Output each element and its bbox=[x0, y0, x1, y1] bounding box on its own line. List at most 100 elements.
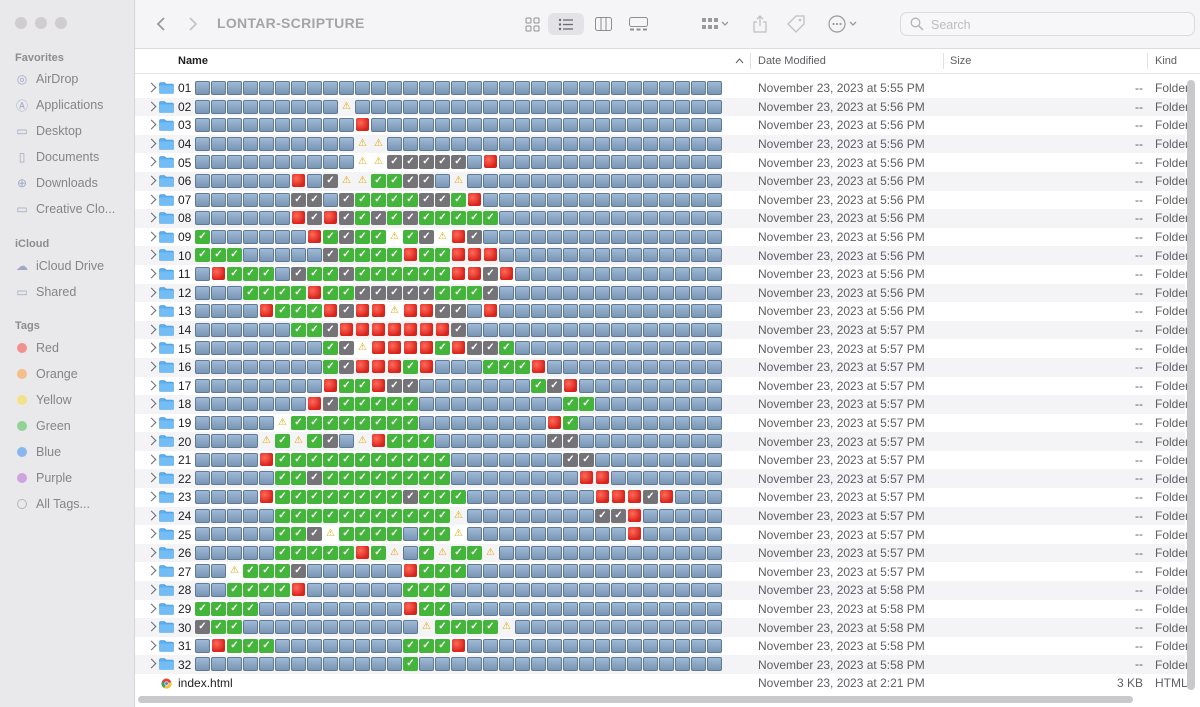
folder-row[interactable]: 27 ⚠ ✓ ✓ ✓ ✓ ✓ ✓ ✓ November 23, 2023 at 5:57 PM --… bbox=[135, 562, 1189, 581]
disclosure-triangle-icon[interactable] bbox=[146, 603, 157, 614]
folder-row[interactable]: 29 ✓ ✓ ✓ ✓ ✓ ✓ November 23, 2023 at 5:58 PM -- Fo… bbox=[135, 600, 1189, 619]
sidebar-item-creative-clo[interactable]: ▭ Creative Clo... bbox=[15, 198, 133, 220]
disclosure-triangle-icon[interactable] bbox=[146, 361, 157, 372]
folder-row[interactable]: 23 ✓ ✓ ✓ ✓ ✓ ✓ ✓ ✓ ✓ ✓ ✓ ✓ ✓ November 23, 2023 at 5:57… bbox=[135, 488, 1189, 507]
folder-row[interactable]: 05 ⚠ ⚠ ✓ ✓ ✓ ✓ ✓ November 23, 2023 at 5:56 PM -- F… bbox=[135, 153, 1189, 172]
disclosure-triangle-icon[interactable] bbox=[146, 547, 157, 558]
disclosure-triangle-icon[interactable] bbox=[146, 82, 157, 93]
sidebar-item-documents[interactable]: ▯ Documents bbox=[15, 146, 133, 168]
folder-row[interactable]: 14 ✓ ✓ ✓ ✓ November 23, 2023 at 5:57 PM -- Fold… bbox=[135, 320, 1189, 340]
folder-row[interactable]: 21 ✓ ✓ ✓ ✓ ✓ ✓ ✓ ✓ ✓ ✓ ✓ ✓ ✓ November 23, 2023 at 5:57… bbox=[135, 451, 1189, 470]
folder-row[interactable]: 31 ✓ ✓ ✓ ✓ ✓ ✓ November 23, 2023 at 5:58 PM -- Fo… bbox=[135, 637, 1189, 656]
folder-row[interactable]: 26 ✓ ✓ ✓ ✓ ✓ ✓ ⚠ ✓ ⚠ ✓ ✓ ⚠ November 23, 2023 at 5:57 … bbox=[135, 543, 1189, 563]
disclosure-triangle-icon[interactable] bbox=[146, 491, 157, 502]
minimize-button[interactable] bbox=[35, 17, 47, 29]
sidebar-item-desktop[interactable]: ▭ Desktop bbox=[15, 120, 133, 142]
folder-row[interactable]: 24 ✓ ✓ ✓ ✓ ✓ ✓ ✓ ✓ ✓ ✓ ✓ ⚠ ✓ ✓ November 23, 2023 at 5:5… bbox=[135, 506, 1189, 526]
folder-row[interactable]: 02 ⚠ November 23, 2023 at 5:56 PM -- Folder bbox=[135, 97, 1189, 117]
disclosure-triangle-icon[interactable] bbox=[146, 324, 157, 335]
sidebar-tag-purple[interactable]: Purple bbox=[15, 467, 133, 489]
folder-row[interactable]: 18 ✓ ✓ ✓ ✓ ✓ ✓ ✓ ✓ November 23, 2023 at 5:57 PM --… bbox=[135, 395, 1189, 414]
disclosure-triangle-icon[interactable] bbox=[146, 268, 157, 279]
folder-row[interactable]: 30 ✓ ✓ ✓ ⚠ ✓ ✓ ✓ ✓ ⚠ November 23, 2023 at 5:58 PM -… bbox=[135, 618, 1189, 637]
group-by-button[interactable] bbox=[697, 13, 733, 35]
sidebar-tag-green[interactable]: Green bbox=[15, 415, 133, 437]
disclosure-triangle-icon[interactable] bbox=[146, 342, 157, 353]
disclosure-triangle-icon[interactable] bbox=[146, 101, 157, 112]
gallery-view-button[interactable] bbox=[625, 13, 651, 35]
disclosure-triangle-icon[interactable] bbox=[146, 473, 157, 483]
folder-row[interactable]: 25 ✓ ✓ ✓ ⚠ ✓ ✓ ✓ ✓ ✓ ✓ ⚠ November 23, 2023 at 5:57 P… bbox=[135, 525, 1189, 544]
folder-row[interactable]: 16 ✓ ✓ ✓ ✓ ✓ ✓ November 23, 2023 at 5:57 PM -- Fo… bbox=[135, 357, 1189, 377]
folder-row[interactable]: 10 ✓ ✓ ✓ ✓ ✓ ✓ ✓ ✓ ✓ ✓ November 23, 2023 at 5:56 PM… bbox=[135, 246, 1189, 265]
column-view-button[interactable] bbox=[591, 13, 615, 35]
disclosure-triangle-icon[interactable] bbox=[146, 175, 157, 186]
column-name[interactable]: Name bbox=[178, 55, 208, 67]
folder-row[interactable]: 22 ✓ ✓ ✓ ✓ ✓ ✓ ✓ ✓ ✓ ✓ ✓ November 23, 2023 at 5:57 P… bbox=[135, 469, 1189, 489]
disclosure-triangle-icon[interactable] bbox=[146, 528, 157, 539]
disclosure-triangle-icon[interactable] bbox=[146, 249, 157, 260]
disclosure-triangle-icon[interactable] bbox=[146, 454, 157, 465]
sidebar-item-applications[interactable]: Ⓐ Applications bbox=[15, 94, 133, 116]
sidebar-item-icloud-drive[interactable]: ☁ iCloud Drive bbox=[15, 255, 133, 277]
folder-row[interactable]: 08 ✓ ✓ ✓ ✓ ✓ ✓ ✓ ✓ ✓ ✓ ✓ November 23, 2023 at 5:56 P… bbox=[135, 209, 1189, 228]
disclosure-triangle-icon[interactable] bbox=[146, 510, 157, 521]
disclosure-triangle-icon[interactable] bbox=[146, 380, 157, 390]
disclosure-triangle-icon[interactable] bbox=[146, 565, 157, 576]
folder-row[interactable]: 17 ✓ ✓ ✓ ✓ ✓ ✓ November 23, 2023 at 5:57 PM -- Fo… bbox=[135, 377, 1189, 396]
disclosure-triangle-icon[interactable] bbox=[146, 621, 157, 632]
sidebar-tag-all-tags[interactable]: All Tags... bbox=[15, 493, 133, 515]
sidebar-item-airdrop[interactable]: ◎ AirDrop bbox=[15, 68, 133, 90]
zoom-button[interactable] bbox=[55, 17, 67, 29]
column-divider[interactable] bbox=[750, 53, 751, 69]
folder-row[interactable]: 09 ✓ ✓ ✓ ✓ ✓ ⚠ ✓ ✓ ⚠ ✓ November 23, 2023 at 5:56 PM… bbox=[135, 228, 1189, 247]
disclosure-triangle-icon[interactable] bbox=[146, 398, 157, 409]
disclosure-triangle-icon[interactable] bbox=[146, 417, 157, 428]
share-button[interactable] bbox=[749, 13, 771, 35]
folder-row[interactable]: 28 ✓ ✓ ✓ ✓ ✓ ✓ ✓ November 23, 2023 at 5:58 PM -- F… bbox=[135, 581, 1189, 600]
column-size[interactable]: Size bbox=[950, 55, 972, 67]
folder-row[interactable]: 32 ✓ November 23, 2023 at 5:58 PM -- Folder bbox=[135, 655, 1189, 674]
folder-row[interactable]: 07 ✓ ✓ ✓ ✓ ✓ ✓ ✓ ✓ ✓ ✓ November 23, 2023 at 5:56 PM… bbox=[135, 191, 1189, 210]
search-field[interactable] bbox=[900, 12, 1195, 36]
folder-row[interactable]: 15 ✓ ✓ ⚠ ✓ ✓ ✓ ✓ November 23, 2023 at 5:57 PM -- F… bbox=[135, 339, 1189, 358]
disclosure-triangle-icon[interactable] bbox=[146, 231, 157, 242]
disclosure-triangle-icon[interactable] bbox=[146, 658, 157, 669]
tag-button[interactable] bbox=[785, 13, 807, 35]
sidebar-item-downloads[interactable]: ⊕ Downloads bbox=[15, 172, 133, 194]
sidebar-tag-red[interactable]: Red bbox=[15, 337, 133, 359]
disclosure-triangle-icon[interactable] bbox=[146, 119, 157, 130]
sort-ascending-icon[interactable] bbox=[735, 58, 744, 64]
sidebar-tag-orange[interactable]: Orange bbox=[15, 363, 133, 385]
disclosure-triangle-icon[interactable] bbox=[146, 138, 157, 149]
back-button[interactable] bbox=[151, 13, 171, 35]
folder-row[interactable]: 19 ⚠ ✓ ✓ ✓ ✓ ✓ ✓ ✓ ✓ ✓ November 23, 2023 at 5:57 PM… bbox=[135, 414, 1189, 433]
disclosure-triangle-icon[interactable] bbox=[146, 194, 157, 205]
disclosure-triangle-icon[interactable] bbox=[146, 435, 157, 446]
folder-row[interactable]: 06 ✓ ⚠ ⚠ ✓ ✓ ✓ ✓ ⚠ November 23, 2023 at 5:56 PM --… bbox=[135, 171, 1189, 191]
disclosure-triangle-icon[interactable] bbox=[146, 287, 157, 297]
file-row[interactable]: index.html November 23, 2023 at 2:21 PM 3 … bbox=[135, 674, 1188, 693]
folder-row[interactable]: 03 November 23, 2023 at 5:56 PM -- Folder bbox=[135, 116, 1189, 135]
vertical-scrollbar[interactable] bbox=[1187, 80, 1195, 690]
close-button[interactable] bbox=[15, 17, 27, 29]
list-view-button[interactable] bbox=[548, 13, 584, 35]
disclosure-triangle-icon[interactable] bbox=[146, 640, 157, 651]
sidebar-tag-blue[interactable]: Blue bbox=[15, 441, 133, 463]
folder-row[interactable]: 01 November 23, 2023 at 5:55 PM -- Folder bbox=[135, 79, 1189, 98]
search-input[interactable] bbox=[929, 16, 1183, 34]
forward-button[interactable] bbox=[183, 13, 203, 35]
folder-row[interactable]: 04 ⚠ ⚠ November 23, 2023 at 5:56 PM -- Folder bbox=[135, 134, 1189, 154]
column-divider[interactable] bbox=[1147, 53, 1148, 69]
folder-row[interactable]: 13 ✓ ✓ ✓ ✓ ⚠ ✓ ✓ November 23, 2023 at 5:56 PM -- F… bbox=[135, 302, 1189, 321]
action-menu-button[interactable] bbox=[825, 13, 861, 35]
horizontal-scrollbar[interactable] bbox=[138, 696, 1133, 703]
column-divider[interactable] bbox=[943, 53, 944, 69]
disclosure-triangle-icon[interactable] bbox=[146, 212, 157, 223]
icon-view-button[interactable] bbox=[520, 13, 544, 35]
column-kind[interactable]: Kind bbox=[1155, 55, 1178, 67]
disclosure-triangle-icon[interactable] bbox=[146, 156, 157, 167]
folder-row[interactable]: 20 ⚠ ✓ ⚠ ✓ ✓ ⚠ ✓ ✓ ✓ ✓ ✓ November 23, 2023 at 5:57 P… bbox=[135, 432, 1189, 451]
sidebar-item-shared[interactable]: ▭ Shared bbox=[15, 281, 133, 303]
column-date-modified[interactable]: Date Modified bbox=[758, 55, 826, 67]
